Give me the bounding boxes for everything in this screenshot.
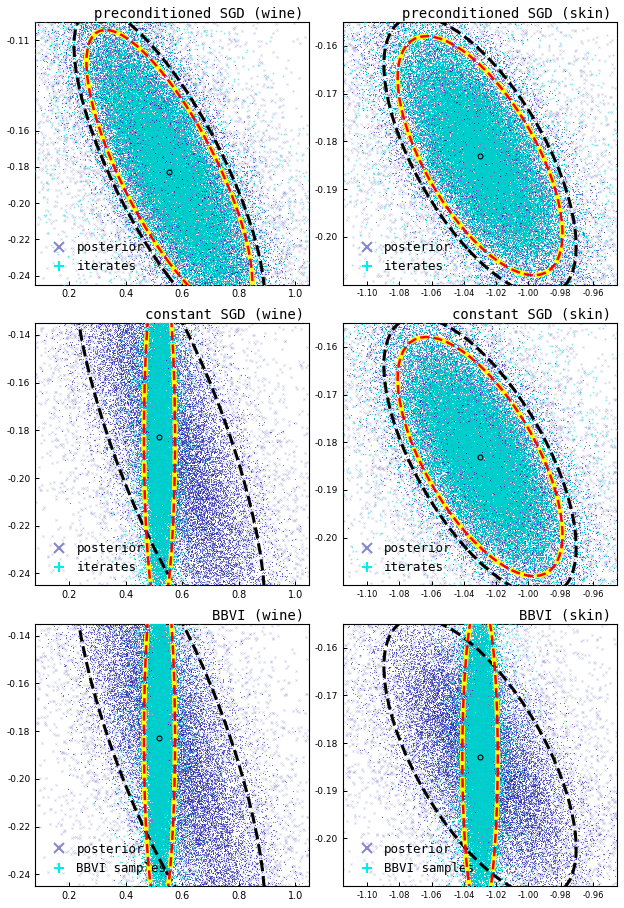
Legend: posterior, iterates: posterior, iterates [349,537,457,579]
Legend: posterior, iterates: posterior, iterates [41,236,149,279]
Text: BBVI (skin): BBVI (skin) [519,608,612,623]
Legend: posterior, iterates: posterior, iterates [41,537,149,579]
Legend: posterior, BBVI samples: posterior, BBVI samples [41,838,172,880]
Legend: posterior, iterates: posterior, iterates [349,236,457,279]
Text: preconditioned SGD (skin): preconditioned SGD (skin) [402,7,612,21]
Text: BBVI (wine): BBVI (wine) [212,608,304,623]
Text: preconditioned SGD (wine): preconditioned SGD (wine) [94,7,304,21]
Text: constant SGD (skin): constant SGD (skin) [452,308,612,321]
Legend: posterior, BBVI samples: posterior, BBVI samples [349,838,479,880]
Text: constant SGD (wine): constant SGD (wine) [145,308,304,321]
